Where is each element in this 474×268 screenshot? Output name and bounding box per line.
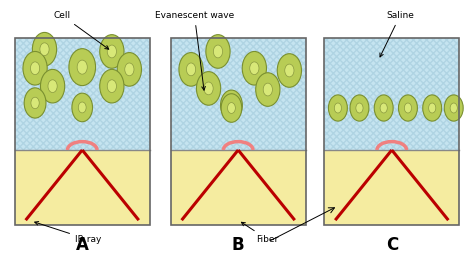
- Ellipse shape: [107, 45, 117, 58]
- Ellipse shape: [444, 95, 463, 121]
- Ellipse shape: [40, 43, 49, 55]
- Text: Saline: Saline: [380, 11, 414, 57]
- Ellipse shape: [78, 102, 86, 113]
- Ellipse shape: [77, 60, 87, 74]
- Ellipse shape: [228, 103, 236, 113]
- Bar: [15, 38, 150, 225]
- Ellipse shape: [31, 97, 39, 109]
- Ellipse shape: [250, 62, 259, 75]
- Ellipse shape: [40, 69, 65, 103]
- Ellipse shape: [423, 95, 442, 121]
- Ellipse shape: [356, 103, 363, 113]
- Ellipse shape: [380, 103, 387, 113]
- Ellipse shape: [350, 95, 369, 121]
- Ellipse shape: [428, 103, 436, 113]
- Ellipse shape: [186, 63, 196, 76]
- Ellipse shape: [24, 88, 46, 118]
- Ellipse shape: [32, 32, 56, 66]
- Ellipse shape: [72, 93, 92, 122]
- Text: B: B: [232, 236, 245, 254]
- Bar: [171, 38, 306, 225]
- Bar: [15, 150, 150, 225]
- Bar: [324, 38, 459, 150]
- Ellipse shape: [285, 64, 294, 77]
- Ellipse shape: [179, 53, 203, 86]
- Ellipse shape: [206, 35, 230, 68]
- Ellipse shape: [334, 103, 341, 113]
- Bar: [324, 38, 459, 150]
- Ellipse shape: [228, 99, 236, 111]
- Text: C: C: [386, 236, 398, 254]
- Bar: [324, 150, 459, 225]
- Ellipse shape: [263, 83, 273, 96]
- Bar: [15, 38, 150, 150]
- Ellipse shape: [399, 95, 418, 121]
- Ellipse shape: [196, 72, 221, 105]
- Ellipse shape: [204, 82, 213, 95]
- Ellipse shape: [100, 35, 124, 68]
- Text: A: A: [76, 236, 89, 254]
- Text: IR ray: IR ray: [35, 222, 101, 244]
- Ellipse shape: [328, 95, 347, 121]
- Ellipse shape: [213, 45, 223, 58]
- Ellipse shape: [48, 80, 57, 92]
- Ellipse shape: [30, 62, 40, 75]
- Ellipse shape: [404, 103, 411, 113]
- Bar: [171, 38, 306, 150]
- Ellipse shape: [23, 51, 47, 85]
- Ellipse shape: [242, 51, 266, 85]
- Ellipse shape: [125, 63, 134, 76]
- Ellipse shape: [221, 94, 242, 122]
- Ellipse shape: [220, 90, 242, 120]
- Ellipse shape: [117, 53, 141, 86]
- Ellipse shape: [374, 95, 393, 121]
- Ellipse shape: [100, 69, 124, 103]
- Ellipse shape: [277, 54, 301, 87]
- Text: Evanescent wave: Evanescent wave: [155, 11, 234, 90]
- Ellipse shape: [450, 103, 457, 113]
- Bar: [171, 150, 306, 225]
- Ellipse shape: [69, 49, 96, 85]
- Ellipse shape: [107, 80, 117, 92]
- Bar: [15, 38, 150, 150]
- Ellipse shape: [255, 73, 280, 106]
- Text: Cell: Cell: [54, 11, 109, 49]
- Text: Fiber: Fiber: [241, 222, 279, 244]
- Bar: [171, 38, 306, 150]
- Bar: [324, 38, 459, 225]
